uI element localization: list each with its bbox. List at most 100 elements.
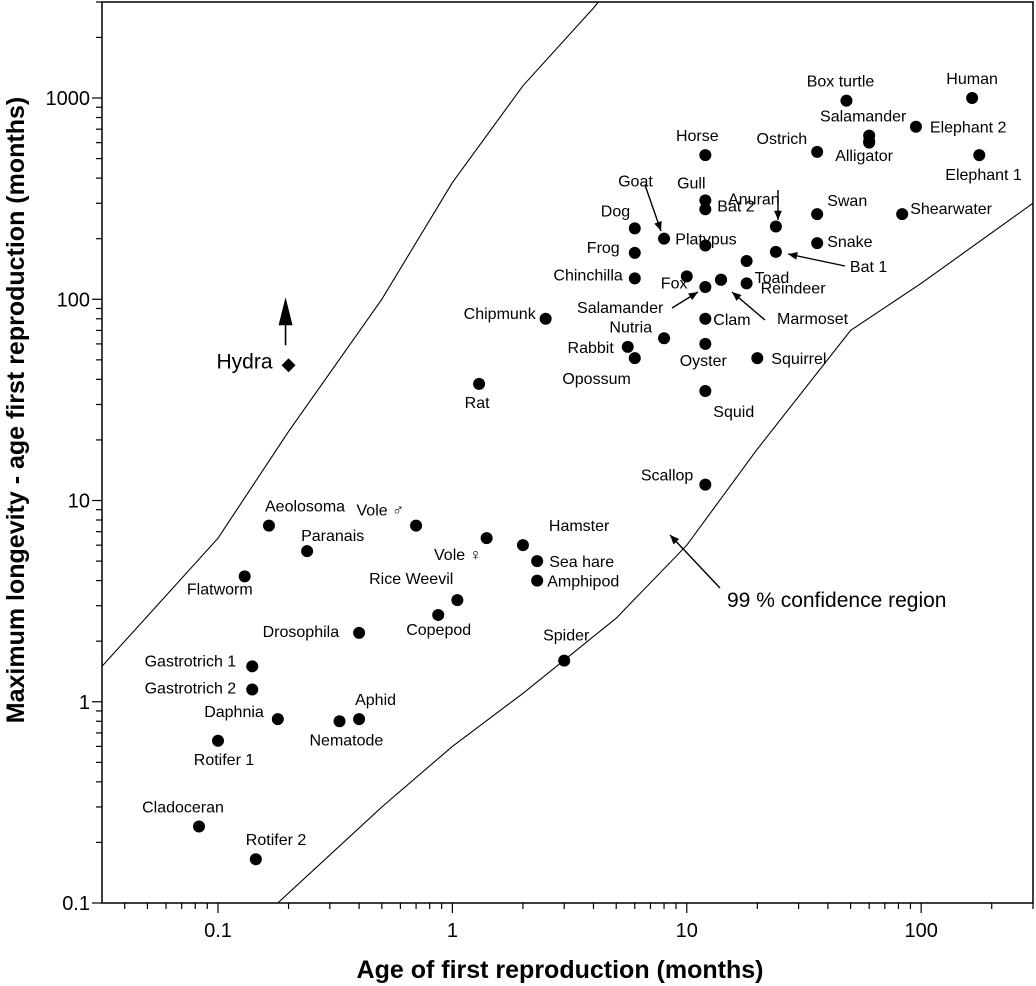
point-label-copepod: Copepod [406,622,471,639]
point-fox [680,270,693,283]
point-amphipod [531,574,544,587]
point-label-daphnia: Daphnia [204,704,264,721]
point-gull [699,194,712,207]
point-label-scallop: Scallop [641,468,694,485]
point-chipmunk [539,312,552,325]
point-alligator [863,135,876,148]
point-marmoset [715,273,728,286]
anuran-arrow-head [774,210,782,220]
point-label-gastrotrich-2: Gastrotrich 2 [145,681,237,698]
point-label-platypus: Platypus [675,232,736,249]
point-label-salamander: Salamander [577,300,664,317]
point-scallop [699,478,712,491]
x-axis: 0.1 1 10 100 [124,903,1034,942]
point-vole [410,519,423,532]
point-label-clam: Clam [713,312,750,329]
annotations: 99 % confidence region [644,184,947,612]
plot-frame [101,1,1034,904]
point-label-bat-2: Bat 2 [717,198,754,215]
point-label-nutria: Nutria [609,319,652,336]
point-salamander [699,281,712,294]
point-rat [473,377,486,390]
point-snake [811,237,824,250]
point-vole [480,532,493,545]
x-tick-label: 0.1 [204,920,232,942]
point-paranais [301,545,314,558]
point-elephant-2 [909,120,922,133]
point-label-human: Human [946,71,998,88]
point-label-salamander: Salamander [820,109,907,126]
point-label-gastrotrich-1: Gastrotrich 1 [145,653,237,670]
point-label-chinchilla: Chinchilla [553,267,622,284]
point-aeolosoma [262,519,275,532]
confidence-region [102,2,1033,903]
point-label-rice-weevil: Rice Weevil [369,571,453,588]
point-label-box-turtle: Box turtle [807,74,875,91]
point-aphid [353,713,366,726]
point-rotifer-1 [211,734,224,747]
point-nutria [658,332,671,345]
point-label-reindeer: Reindeer [761,280,827,297]
bat1-arrow-head [788,252,798,260]
data-points: Human Box turtle Salamander Elephant 2 Ostri… [142,71,1022,866]
point-goat [658,232,671,245]
point-label-nematode: Nematode [310,732,384,749]
point-label-spider: Spider [543,628,590,645]
point-label-rotifer-2: Rotifer 2 [246,832,307,849]
point-label-amphipod: Amphipod [547,574,619,591]
point-label-vole: Vole ♀ [434,547,482,564]
point-frog [628,246,641,259]
y-tick-label: 1000 [46,88,91,110]
point-label-snake: Snake [827,234,872,251]
point-nematode [333,715,346,728]
point-chinchilla [628,272,641,285]
point-dog [628,222,641,235]
point-rice-weevil [451,594,464,607]
goat-arrow-head [654,221,662,231]
point-sea-hare [531,555,544,568]
point-label-squid: Squid [713,404,754,421]
y-tick-label: 0.1 [62,893,90,915]
point-reindeer [740,277,753,290]
point-rabbit [621,340,634,353]
salamander-arrow-head [688,292,698,301]
point-hamster [516,539,529,552]
bat1-arrow [787,253,846,267]
point-label-fox: Fox [661,275,688,292]
point-shearwater [896,208,909,221]
point-label-aeolosoma: Aeolosoma [265,499,345,516]
marmoset-arrow-head [732,292,742,301]
point-label-frog: Frog [587,240,620,257]
x-axis-title: Age of first reproduction (months) [357,956,764,984]
point-label-marmoset: Marmoset [777,311,849,328]
point-label-gull: Gull [677,175,705,192]
point-rotifer-2 [249,853,262,866]
y-tick-label: 100 [57,289,90,311]
point-label-cladoceran: Cladoceran [142,800,224,817]
point-clam [699,312,712,325]
point-label-rat: Rat [465,395,490,412]
y-tick-label: 10 [68,491,90,513]
y-axis-title: Maximum longevity - age first reproducti… [2,97,30,723]
point-ostrich [811,145,824,158]
hydra-arrow-head [278,297,293,326]
point-label-hamster: Hamster [549,518,610,535]
point-label-rotifer-1: Rotifer 1 [194,752,255,769]
point-swan [811,208,824,221]
point-squid [699,385,712,398]
point-label-chipmunk: Chipmunk [464,306,537,323]
point-drosophila [353,626,366,639]
x-tick-label: 100 [904,920,937,942]
y-axis: 0.1 1 10 100 1000 [46,1,102,915]
point-oyster [699,337,712,350]
point-label-alligator: Alligator [835,148,893,165]
point-daphnia [271,713,284,726]
point-horse [699,149,712,162]
point-label-squirrel: Squirrel [771,351,826,368]
hydra-label: Hydra [217,350,273,373]
confidence-region-arrow [669,534,721,589]
point-bat-1 [769,245,782,258]
point-label-shearwater: Shearwater [910,201,992,218]
point-flatworm [238,570,251,583]
